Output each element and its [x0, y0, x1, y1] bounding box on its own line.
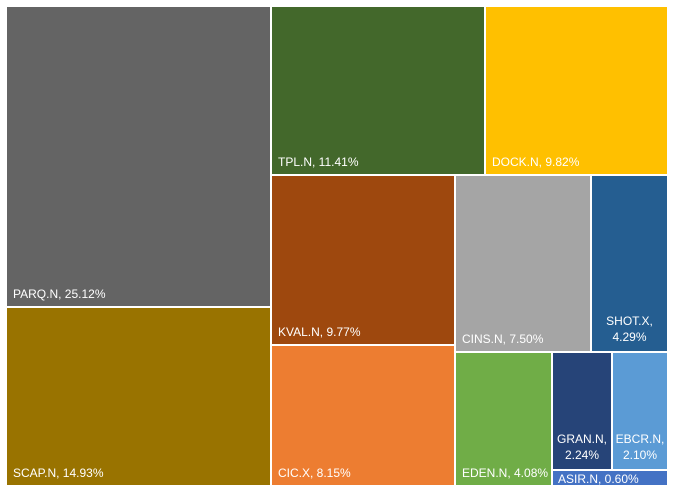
tile-label: TPL.N, 11.41% — [278, 155, 359, 169]
tile — [272, 346, 454, 485]
tile — [553, 471, 667, 485]
tile-label: SHOT.X, 4.29% — [606, 314, 653, 344]
tile-label: CINS.N, 7.50% — [462, 332, 544, 346]
tile-label: DOCK.N, 9.82% — [492, 155, 580, 169]
tile-label: KVAL.N, 9.77% — [278, 325, 361, 339]
tile-label: GRAN.N, 2.24% — [557, 432, 607, 462]
tile — [7, 308, 270, 485]
tile — [7, 7, 270, 306]
tile — [456, 176, 590, 351]
tile-label: EDEN.N, 4.08% — [462, 466, 548, 480]
tile — [272, 176, 454, 344]
tile — [486, 7, 667, 174]
tile — [553, 353, 611, 469]
tile-label: EBCR.N, 2.10% — [616, 432, 665, 462]
tile-label: SCAP.N, 14.93% — [13, 466, 104, 480]
tile — [613, 353, 667, 469]
tile — [456, 353, 551, 485]
tile-label: ASIR.N, 0.60% — [558, 472, 639, 486]
tile — [272, 7, 484, 174]
tile — [592, 176, 667, 351]
tile-label: CIC.X, 8.15% — [278, 466, 351, 480]
tile-label: PARQ.N, 25.12% — [13, 287, 106, 301]
